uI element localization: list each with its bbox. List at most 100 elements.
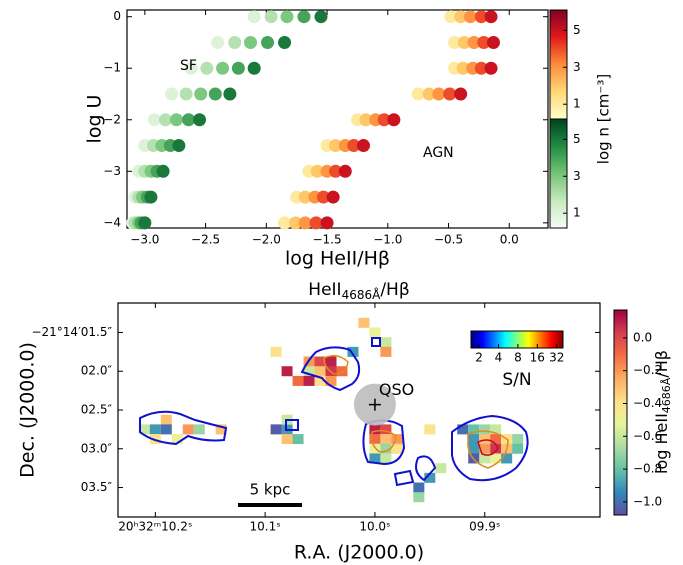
colorbar-tick-label: −0.6 [633,429,662,443]
sn-tick-label: 4 [495,351,503,365]
point [297,10,311,24]
point [432,87,446,101]
point [329,164,343,178]
colorbar-label: log n [cm⁻³] [595,74,613,164]
y-tick-label: −21°14′01.5″ [31,325,112,339]
point [264,10,278,24]
contour [393,469,415,487]
point [172,139,186,153]
colorbar-tick-label: 5 [573,132,581,146]
contour [139,410,228,446]
cell [347,346,359,357]
cell [490,434,502,445]
cell [193,424,205,435]
point [377,113,391,127]
contour [477,439,499,456]
point [457,35,471,49]
point [309,216,323,230]
colorbar-tick-label: −1.0 [633,494,662,508]
point [326,190,340,204]
sn-tick-label: 32 [549,351,564,365]
colorbar-tick-label: 5 [573,23,581,37]
cell [380,434,392,445]
cell [479,434,491,445]
sn-colorbar [470,330,564,349]
point [144,190,158,204]
cell [314,375,326,386]
cell [369,434,381,445]
cell [303,366,315,377]
series-annotation: SF [180,58,197,74]
contour [323,355,349,375]
cell [369,443,381,454]
point [288,216,302,230]
point [474,10,488,24]
cell [435,463,447,474]
x-axis-label: log HeII/Hβ [285,248,390,270]
point [329,139,343,153]
point [165,87,179,101]
point [247,61,261,75]
point [448,35,462,49]
y-tick-label: 02.5″ [81,403,113,417]
colorbar [613,309,628,516]
title-part: log HeII [652,413,671,474]
title-part: /Hβ [652,350,671,378]
sn-tick-label: 8 [514,351,522,365]
cell [413,492,425,503]
point [208,87,222,101]
x-tick-label: −2.5 [191,233,220,247]
point [444,10,458,24]
point [261,35,275,49]
contour [467,430,509,469]
point [231,61,245,75]
cell [281,434,293,445]
cell [380,443,392,454]
title-part: 4686Å [342,287,382,302]
cell [479,424,491,435]
cell [281,366,293,377]
x-tick-label: −2.0 [252,233,281,247]
x-axis-label: R.A. (J2000.0) [294,542,424,564]
cell [325,375,337,386]
title-part: /Hβ [380,280,409,300]
y-tick-label: −3 [103,164,121,178]
x-tick-label: −1.5 [312,233,341,247]
point [454,87,468,101]
cell [314,356,326,367]
cell [380,453,392,464]
point [463,10,477,24]
y-axis-label: Dec. (J2000.0) [17,342,39,478]
point [169,113,183,127]
point [338,164,352,178]
cell [490,424,502,435]
x-tick-label: 20ʰ32ᵐ10.2ˢ [118,520,192,534]
cell [490,453,502,464]
point [298,190,312,204]
contour [371,337,381,347]
cell [314,366,326,377]
cell [215,424,227,435]
point [216,61,230,75]
point [467,35,481,49]
point [387,113,401,127]
point [159,113,173,127]
cell [380,346,392,357]
cell [468,434,480,445]
point [223,87,237,101]
point [194,87,208,101]
point [474,61,488,75]
point [314,10,328,24]
colorbar-tick-label: 1 [573,206,581,220]
x-tick-label: 09.9ˢ [469,520,500,534]
point [356,139,370,153]
contour [285,419,299,431]
point [278,35,292,49]
qso-label: QSO [379,380,414,399]
point [200,61,214,75]
colorbar-tick-label: −0.2 [633,363,662,377]
contour [451,414,529,482]
x-tick-label: 0.0 [500,233,519,247]
point [184,61,198,75]
